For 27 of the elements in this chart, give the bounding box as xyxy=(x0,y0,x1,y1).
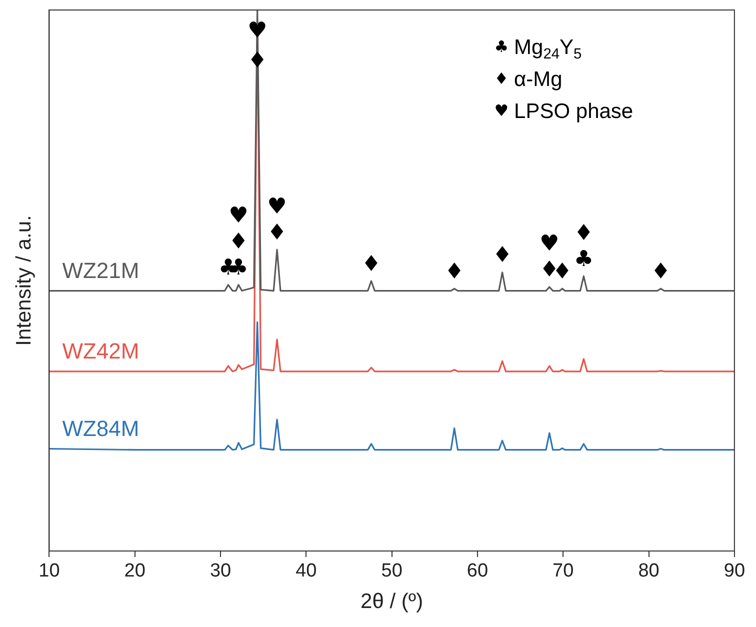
x-tick-label: 70 xyxy=(552,560,574,582)
annotation: ♦ xyxy=(492,243,512,268)
annotation: ♦ xyxy=(650,259,671,284)
annotation: ♥ xyxy=(267,194,287,220)
x-tick-label: 80 xyxy=(638,560,660,582)
series-label: WZ84M xyxy=(62,416,140,441)
x-tick-label: 90 xyxy=(724,560,746,582)
annotation: ♣ xyxy=(574,246,594,272)
x-tick-label: 20 xyxy=(124,560,146,582)
annotation: ♥ xyxy=(228,204,248,229)
series-label: WZ42M xyxy=(62,338,140,364)
annotation: ♦ xyxy=(444,259,464,284)
annotation: ♦ xyxy=(267,220,287,246)
annotation: ♦ xyxy=(228,230,248,255)
x-tick-label: 10 xyxy=(38,560,60,582)
y-axis-title: Intensity / a.u. xyxy=(12,215,36,346)
x-axis-title: 2θ / (º) xyxy=(360,590,424,614)
annotation: ♦ α-Mg xyxy=(494,68,562,91)
series-label: WZ21M xyxy=(62,258,140,283)
annotation: ♦ xyxy=(574,220,594,246)
x-tick-label: 50 xyxy=(381,560,402,582)
annotation: ♥ xyxy=(540,232,560,257)
annotation: ♦ xyxy=(361,252,382,277)
annotation: ♥ LPSO phase xyxy=(494,100,634,123)
x-tick-label: 60 xyxy=(466,560,488,582)
x-tick-label: 40 xyxy=(296,560,317,582)
x-tick-label: 30 xyxy=(210,560,232,582)
